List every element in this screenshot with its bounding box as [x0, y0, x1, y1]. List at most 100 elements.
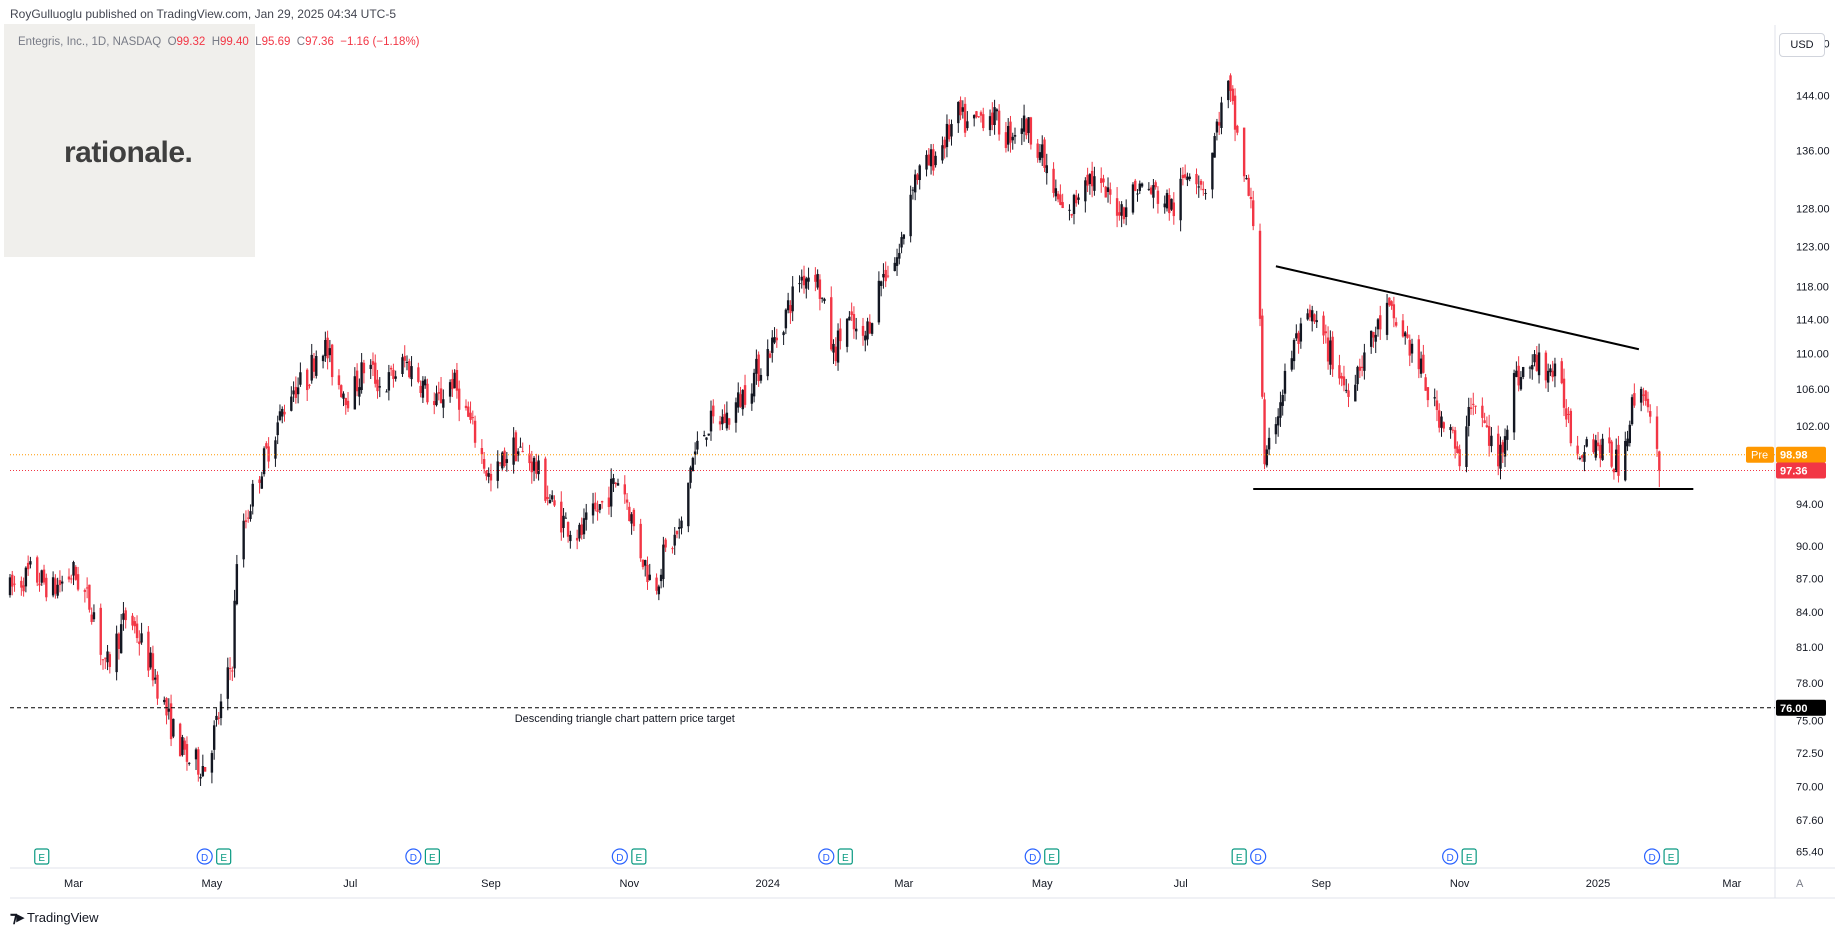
candle-body: [1258, 230, 1262, 319]
candle-body: [1553, 363, 1557, 377]
dividend-marker-icon[interactable]: D: [405, 848, 422, 865]
candle-body: [1531, 364, 1534, 370]
candle-body: [56, 584, 59, 596]
candle-body: [326, 337, 329, 359]
candle-body: [909, 194, 912, 237]
candle-body: [1326, 337, 1330, 362]
earnings-marker-icon[interactable]: E: [34, 848, 50, 865]
dividend-marker-icon[interactable]: D: [1024, 848, 1041, 865]
candle-body: [727, 418, 731, 425]
candle-body: [1458, 449, 1461, 467]
x-tick-label: Nov: [1450, 878, 1470, 890]
earnings-marker-icon[interactable]: E: [1044, 848, 1060, 865]
tradingview-logo-icon: ⁊▸: [10, 909, 24, 926]
candle-body: [437, 391, 440, 394]
candle-body: [564, 517, 568, 519]
candle-body: [1104, 186, 1107, 198]
auto-scale-button[interactable]: A: [1796, 878, 1804, 890]
earnings-marker-icon[interactable]: E: [1461, 848, 1477, 865]
candle-body: [639, 523, 642, 559]
candle-body: [315, 355, 318, 376]
candle-body: [1487, 426, 1491, 446]
candle-body: [913, 174, 917, 193]
candle-body: [934, 155, 937, 166]
candle-body: [673, 534, 676, 546]
candle-body: [312, 358, 316, 372]
last-price-label: 97.36: [1776, 462, 1826, 479]
candle-body: [1392, 304, 1396, 319]
candle-body: [228, 668, 232, 670]
candle-body: [369, 364, 372, 369]
currency-button[interactable]: USD: [1779, 33, 1825, 57]
candle-body: [766, 349, 769, 377]
dividend-marker-icon[interactable]: D: [818, 848, 835, 865]
candle-body: [734, 402, 738, 423]
candle-body: [580, 524, 583, 535]
candle-body: [839, 328, 842, 342]
candle-body: [38, 583, 41, 586]
dividend-marker-icon[interactable]: D: [611, 848, 628, 865]
earnings-marker-icon[interactable]: E: [216, 848, 232, 865]
candle-body: [648, 574, 651, 580]
candle-body: [929, 149, 933, 167]
candle-body: [183, 740, 186, 750]
candle-body: [423, 379, 427, 386]
candle-body: [596, 509, 599, 513]
candle-body: [1292, 340, 1296, 362]
candle-body: [957, 102, 960, 124]
candle-body: [410, 366, 413, 380]
plot-frame: [10, 25, 1835, 899]
candle-body: [1102, 178, 1105, 183]
candle-body: [156, 674, 159, 699]
candle-body: [807, 277, 810, 282]
resistance-trendline[interactable]: [1275, 265, 1640, 351]
candle-body: [830, 297, 833, 350]
candle-body: [244, 520, 248, 522]
candle-body: [877, 280, 881, 323]
candle-body: [1583, 452, 1586, 462]
candle-body: [394, 376, 397, 379]
dividend-marker-icon[interactable]: D: [1442, 848, 1459, 865]
candle-body: [131, 615, 134, 626]
candle-body: [866, 321, 869, 340]
candle-body: [1165, 193, 1169, 209]
candle-body: [22, 585, 25, 592]
earnings-marker-icon[interactable]: E: [837, 848, 853, 865]
candle-body: [278, 411, 282, 421]
candle-body: [1061, 202, 1064, 209]
candle-body: [852, 314, 856, 330]
candle-body: [816, 273, 819, 288]
dividend-marker-icon[interactable]: D: [196, 848, 213, 865]
candle-body: [163, 699, 166, 703]
candle-body: [870, 323, 874, 334]
dividend-marker-icon[interactable]: D: [1250, 848, 1267, 865]
svg-text:E: E: [1466, 853, 1473, 864]
earnings-marker-icon[interactable]: E: [1663, 848, 1679, 865]
candle-body: [628, 506, 631, 522]
candle-body: [1521, 367, 1525, 378]
dividend-marker-icon[interactable]: D: [1643, 848, 1661, 865]
candle-body: [408, 361, 411, 378]
candle-body: [1503, 436, 1507, 457]
earnings-marker-icon[interactable]: E: [424, 848, 440, 865]
candle-body: [1179, 178, 1182, 221]
earnings-marker-icon[interactable]: E: [631, 848, 647, 865]
candle-body: [1490, 435, 1493, 447]
published-by-line: RoyGulluoglu published on TradingView.co…: [10, 7, 397, 21]
candle-body: [108, 654, 112, 667]
candle-body: [421, 380, 425, 398]
candle-body: [864, 335, 867, 341]
candle-body: [1608, 437, 1611, 444]
candle-body: [1134, 180, 1137, 191]
candle-body: [247, 517, 250, 519]
candle-body: [1390, 301, 1393, 307]
candle-body: [403, 355, 406, 361]
earnings-marker-icon[interactable]: E: [1231, 848, 1247, 865]
candle-body: [1279, 402, 1282, 418]
candle-body: [800, 276, 803, 281]
svg-text:D: D: [201, 853, 208, 864]
svg-text:D: D: [823, 853, 830, 864]
candle-body: [249, 511, 252, 520]
svg-text:E: E: [1668, 853, 1675, 864]
